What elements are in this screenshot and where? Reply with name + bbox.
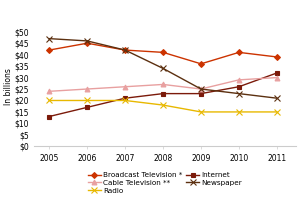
Broadcast Television *	[275, 56, 279, 58]
Broadcast Television *	[161, 51, 165, 54]
Newspaper	[123, 49, 127, 51]
Cable Television **	[85, 88, 89, 90]
Internet	[47, 115, 51, 118]
Radio	[275, 111, 279, 113]
Internet	[85, 106, 89, 109]
Legend: Broadcast Television *, Cable Television **, Radio, Internet, Newspaper: Broadcast Television *, Cable Television…	[87, 171, 243, 195]
Broadcast Television *	[123, 49, 127, 51]
Broadcast Television *	[199, 62, 203, 65]
Newspaper	[161, 67, 165, 70]
Cable Television **	[199, 88, 203, 90]
Cable Television **	[275, 76, 279, 79]
Internet	[123, 97, 127, 99]
Broadcast Television *	[47, 49, 51, 51]
Line: Cable Television **: Cable Television **	[47, 75, 279, 94]
Radio	[123, 99, 127, 102]
Broadcast Television *	[85, 42, 89, 45]
Cable Television **	[237, 79, 241, 81]
Internet	[199, 92, 203, 95]
Radio	[47, 99, 51, 102]
Radio	[85, 99, 89, 102]
Radio	[161, 104, 165, 106]
Text: Advertising Revenue Market Share by Media, 2005-2011 (In $B): Advertising Revenue Market Share by Medi…	[6, 8, 300, 17]
Line: Internet: Internet	[47, 71, 279, 119]
Newspaper	[85, 40, 89, 42]
Internet	[275, 72, 279, 74]
Line: Newspaper: Newspaper	[46, 36, 280, 101]
Newspaper	[237, 92, 241, 95]
Newspaper	[47, 37, 51, 40]
Newspaper	[199, 88, 203, 90]
Internet	[237, 85, 241, 88]
Radio	[237, 111, 241, 113]
Y-axis label: In billions: In billions	[4, 68, 13, 105]
Cable Television **	[161, 83, 165, 86]
Broadcast Television *	[237, 51, 241, 54]
Newspaper	[275, 97, 279, 99]
Line: Broadcast Television *: Broadcast Television *	[47, 41, 279, 66]
Radio	[199, 111, 203, 113]
Internet	[161, 92, 165, 95]
Line: Radio: Radio	[46, 98, 280, 115]
Cable Television **	[47, 90, 51, 93]
Cable Television **	[123, 85, 127, 88]
